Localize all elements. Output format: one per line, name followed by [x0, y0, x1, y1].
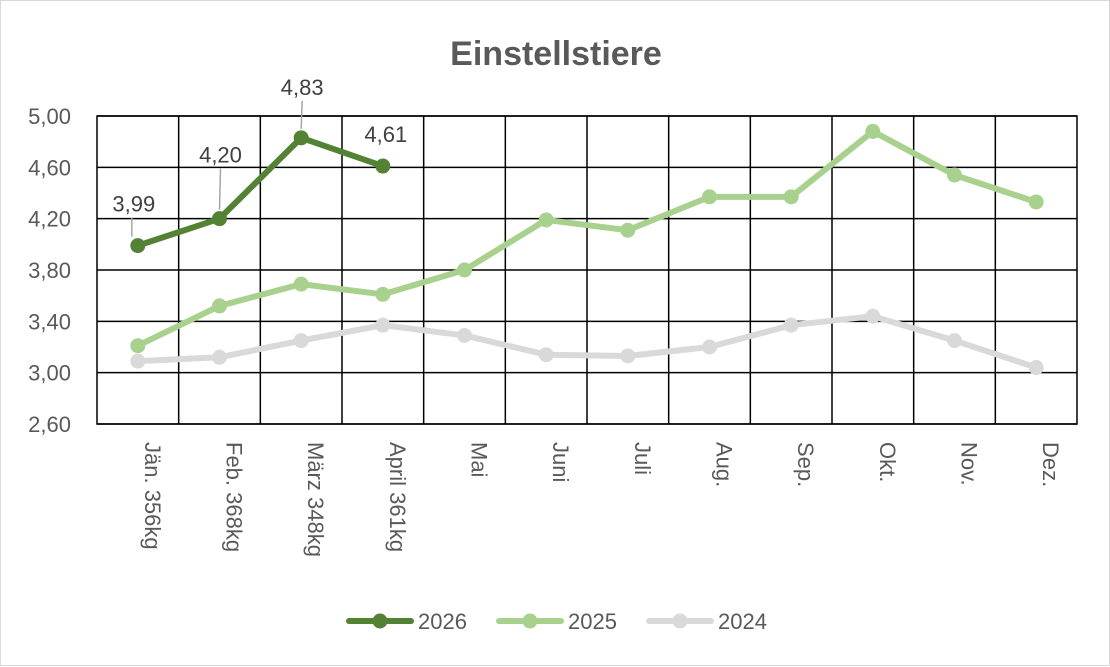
legend-marker-2024 — [672, 613, 688, 629]
data-point-2024 — [293, 333, 309, 349]
y-tick-label: 3,00 — [28, 361, 71, 386]
x-tick-label: Sep. — [793, 442, 818, 487]
data-point-2025 — [947, 167, 962, 183]
data-point-2024 — [212, 349, 227, 365]
y-tick-label: 5,00 — [28, 104, 71, 129]
series-line-2024 — [134, 313, 1040, 371]
data-label: 3,99 — [112, 192, 155, 217]
x-tick-label: Aug. — [712, 442, 737, 487]
x-tick-label: März 348kg — [303, 442, 328, 557]
data-label: 4,20 — [199, 143, 242, 168]
legend-label-2024: 2024 — [718, 609, 767, 634]
legend-label-2026: 2026 — [418, 609, 467, 634]
data-point-2024 — [947, 333, 962, 349]
y-tick-label: 3,80 — [28, 258, 71, 283]
data-point-2026 — [293, 130, 309, 146]
legend-marker-2026 — [372, 613, 388, 629]
data-point-2025 — [620, 222, 636, 238]
data-point-2024 — [865, 308, 881, 324]
chart-title: Einstellstiere — [450, 35, 662, 73]
data-point-2024 — [457, 327, 472, 343]
legend-label-2025: 2025 — [568, 609, 617, 634]
data-point-2025 — [293, 276, 309, 292]
data-point-2024 — [375, 317, 391, 333]
data-point-2025 — [702, 189, 717, 205]
data-label: 4,61 — [364, 122, 407, 147]
data-point-2025 — [1028, 194, 1044, 210]
y-tick-label: 4,60 — [28, 155, 71, 180]
data-point-2025 — [212, 298, 227, 314]
x-tick-label: Dez. — [1038, 442, 1063, 487]
x-tick-label: April 361kg — [385, 442, 410, 552]
data-point-2026 — [212, 211, 227, 227]
data-point-2024 — [1028, 360, 1044, 376]
data-point-2026 — [375, 158, 391, 174]
y-tick-label: 4,20 — [28, 207, 71, 232]
data-label-leader — [300, 100, 303, 129]
data-label: 4,83 — [281, 75, 324, 100]
x-tick-label: Okt. — [875, 442, 900, 482]
data-point-2024 — [620, 348, 636, 364]
x-tick-label: Jän. 356kg — [140, 442, 165, 550]
y-tick-label: 3,40 — [28, 309, 71, 334]
data-point-2025 — [130, 338, 146, 354]
data-point-2025 — [538, 212, 554, 228]
x-tick-label: Juli — [630, 442, 655, 475]
x-tick-label: Mai — [467, 442, 492, 477]
series-line-2025 — [134, 128, 1040, 349]
data-point-2024 — [130, 353, 146, 369]
data-point-2025 — [375, 286, 391, 302]
series-line-2026 — [134, 134, 386, 249]
data-point-2025 — [783, 189, 799, 205]
data-label-leader — [218, 168, 222, 210]
data-point-2024 — [702, 339, 717, 355]
data-point-2024 — [783, 317, 799, 333]
x-tick-label: Feb. 368kg — [222, 442, 247, 552]
data-point-2026 — [130, 238, 146, 254]
data-point-2025 — [457, 262, 472, 278]
legend-marker-2025 — [522, 613, 538, 629]
data-point-2025 — [865, 123, 881, 139]
y-tick-label: 2,60 — [28, 412, 71, 437]
data-point-2024 — [538, 347, 554, 363]
x-tick-label: Nov. — [957, 442, 982, 486]
x-tick-label: Juni — [548, 442, 573, 482]
